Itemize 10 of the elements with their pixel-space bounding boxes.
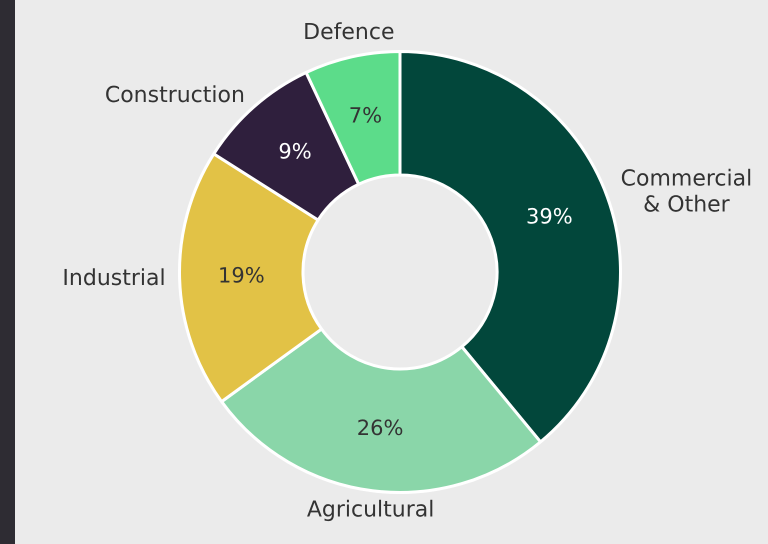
data-label: 26% <box>356 416 404 440</box>
slice-label: Defence <box>303 20 395 45</box>
data-label: 7% <box>348 104 382 128</box>
slice-label: Agricultural <box>306 497 434 522</box>
data-label: 19% <box>218 263 265 288</box>
slice-label: Industrial <box>62 266 166 292</box>
data-label: 9% <box>278 139 312 164</box>
slice-label: Construction <box>104 82 245 108</box>
data-label: 39% <box>526 204 573 229</box>
slice-label: Commercial & Other <box>620 166 752 218</box>
